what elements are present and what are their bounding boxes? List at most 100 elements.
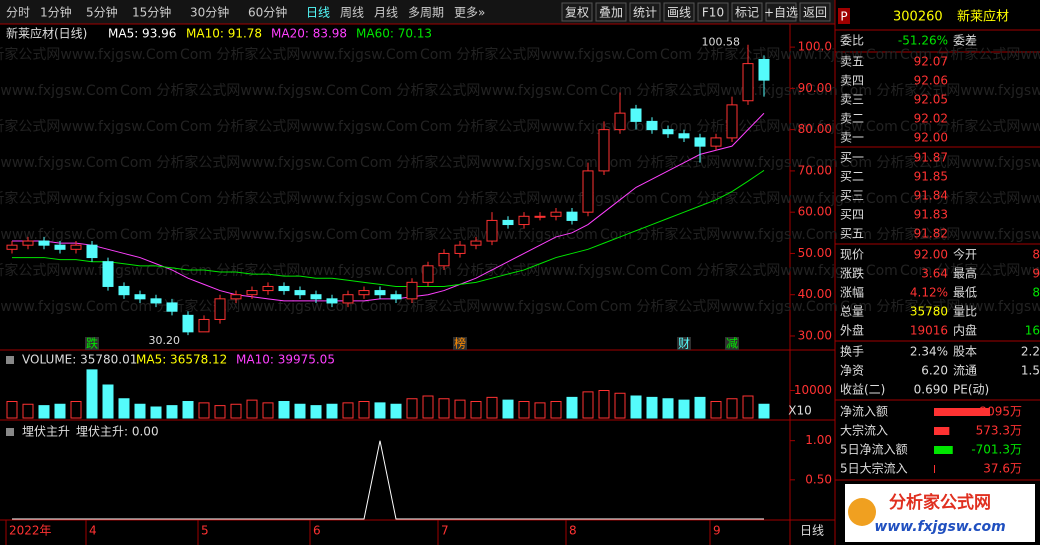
stat-label: 今开 [953, 247, 977, 262]
tool-label[interactable]: 叠加 [599, 6, 623, 20]
finance-value: 6.20 [921, 364, 948, 378]
volume-bar [118, 398, 130, 419]
candle-body [470, 240, 482, 246]
tool-button[interactable] [561, 2, 593, 22]
tool-label[interactable]: 标记 [735, 6, 759, 20]
stat-value: 3.64 [921, 267, 948, 281]
candle-body [438, 252, 450, 267]
event-marker: 榜 [454, 336, 466, 351]
watermark: Com 分析家公式网www.fxjgsw.Com [660, 262, 898, 279]
candle-body [198, 318, 210, 333]
event-marker: 减 [726, 337, 738, 351]
panel-toggle[interactable] [6, 428, 14, 436]
date-label: 8 [569, 524, 577, 538]
watermark: Com 分析家公式网www.fxjgsw.Com [180, 190, 418, 207]
candle-body [166, 302, 178, 312]
watermark: Com 分析家公式网www.fxjgsw.Com [660, 190, 898, 207]
event-marker-bg [677, 337, 691, 350]
period-tab[interactable]: 更多» [454, 6, 485, 20]
tool-label[interactable]: F10 [702, 6, 724, 20]
tool-button[interactable] [731, 2, 763, 22]
period-tab[interactable]: 5分钟 [86, 5, 118, 20]
period-tab[interactable]: 60分钟 [248, 5, 287, 20]
candle-body [630, 108, 642, 122]
watermark: Com 分析家公式网www.fxjgsw.Com [120, 154, 358, 171]
finance-label: PE(动) [953, 383, 989, 397]
candle-body [294, 290, 306, 296]
ask-price: 92.06 [914, 74, 948, 88]
volume-bar [710, 401, 722, 419]
tool-label[interactable]: +自选 [764, 6, 798, 20]
watermark: Com 分析家公式网www.fxjgsw.Com [600, 226, 838, 243]
tool-label[interactable]: 统计 [633, 6, 657, 20]
volume-bar [262, 402, 274, 419]
candle-body [582, 170, 594, 213]
y-tick-label: 50.00 [798, 246, 832, 260]
date-label: 2022年 [9, 524, 52, 538]
watermark: Com 分析家公式网www.fxjgsw.Com [0, 46, 178, 63]
period-label: 日线 [800, 524, 824, 538]
stock-name: 新莱应材 [957, 9, 1009, 25]
candle-body [102, 261, 114, 287]
volume-bar [758, 403, 770, 419]
watermark: Com 分析家公式网www.fxjgsw.Com [0, 154, 118, 171]
volume-bar [214, 405, 226, 419]
period-tab[interactable]: 分时 [6, 6, 30, 20]
ratio-label: 委比 [840, 34, 864, 48]
tool-button[interactable] [799, 2, 831, 22]
volume-bar [678, 399, 690, 419]
volume-bar [182, 401, 194, 419]
price-annotation: 100.58 [702, 36, 741, 49]
bid-price: 91.87 [914, 151, 948, 165]
tool-label[interactable]: 复权 [565, 6, 589, 20]
period-tab[interactable]: 多周期 [408, 6, 444, 20]
volume-bar [646, 396, 658, 419]
tool-label[interactable]: 画线 [667, 6, 691, 20]
bid-price: 91.82 [914, 227, 948, 241]
period-tab[interactable]: 周线 [340, 6, 364, 20]
flow-value: -701.3万 [971, 443, 1022, 457]
watermark: Com 分析家公式网www.fxjgsw.Com [360, 298, 598, 315]
event-marker-bg [85, 337, 99, 350]
ask-price: 92.00 [914, 131, 948, 145]
candle-body [726, 104, 738, 139]
tool-button[interactable] [629, 2, 661, 22]
finance-value: 0.690 [914, 383, 948, 397]
candle-body [678, 133, 690, 139]
panel-toggle[interactable] [6, 356, 14, 364]
tool-button[interactable] [663, 2, 695, 22]
diff-label: 委差 [953, 34, 977, 48]
period-tab[interactable]: 30分钟 [190, 5, 229, 20]
volume-bar [518, 401, 530, 419]
bid-price: 91.85 [914, 170, 948, 184]
period-tab[interactable]: 日线 [306, 6, 330, 20]
period-tab[interactable]: 15分钟 [132, 5, 171, 20]
volume-bar [694, 396, 706, 419]
flow-value: 573.3万 [976, 424, 1022, 438]
finance-label: 净资 [840, 364, 864, 378]
date-label: 9 [713, 524, 721, 538]
watermark: Com 分析家公式网www.fxjgsw.Com [900, 190, 1040, 207]
candle-body [454, 244, 466, 254]
event-marker-bg [453, 337, 467, 350]
stat-label: 涨幅 [840, 285, 864, 300]
candle-body [22, 240, 34, 246]
stat-value: 35780 [910, 305, 948, 319]
flow-bar [934, 446, 953, 454]
ask-label: 卖一 [840, 131, 864, 145]
volume-multiplier: X10 [788, 404, 812, 418]
period-tab[interactable]: 1分钟 [40, 5, 72, 20]
candle-body [550, 211, 562, 217]
tool-label[interactable]: 返回 [803, 6, 827, 20]
tool-button[interactable] [765, 2, 797, 22]
candle-body [70, 244, 82, 250]
tool-button[interactable] [697, 2, 729, 22]
period-tab[interactable]: 月线 [374, 6, 398, 20]
volume-ma10: MA10: 39975.05 [236, 353, 335, 367]
tool-button[interactable] [595, 2, 627, 22]
volume-bar [406, 398, 418, 419]
candle-body [614, 112, 626, 131]
watermark: Com 分析家公式网www.fxjgsw.Com [420, 262, 658, 279]
